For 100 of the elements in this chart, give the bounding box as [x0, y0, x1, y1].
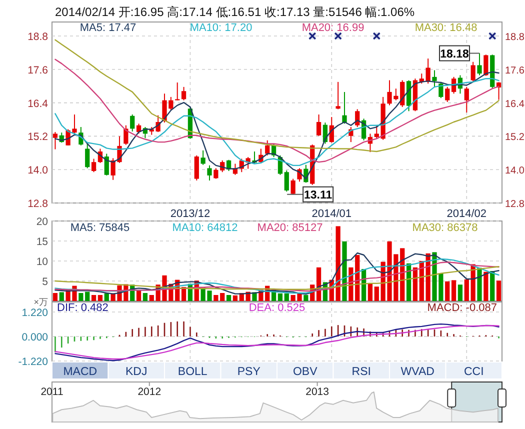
candlestick [426, 58, 430, 84]
series-label: MACD: -0.087 [427, 302, 497, 314]
y-tick-label: 16.4 [28, 98, 48, 110]
bar [496, 280, 502, 301]
candlestick [265, 140, 270, 156]
bar [78, 293, 84, 301]
text: MA10: 17.20 [190, 22, 252, 34]
candlestick [342, 91, 347, 124]
y-tick-label: -1.220 [18, 356, 48, 368]
text: MA20: 16.99 [302, 22, 364, 34]
line-series [54, 252, 500, 295]
x-tick-label: 2011 [40, 386, 64, 398]
y2-tick-label: 18.8 [505, 32, 525, 43]
annotation: 18.18 [440, 48, 470, 60]
candlestick [130, 114, 135, 132]
candlestick [464, 86, 469, 114]
text: MA30: 16.48 [414, 22, 478, 34]
bar [336, 226, 340, 301]
callout: 18.18 [439, 45, 480, 62]
text: WVAD [400, 366, 434, 378]
candlestick [200, 150, 206, 166]
chart-title: 2014/02/14 开:16.95 高:17.14 低:16.51 收:17.13 量:51546 幅:1.06% [55, 5, 415, 19]
line-series [54, 266, 500, 290]
y-tick-label: 0.000 [22, 332, 48, 344]
x-tick-label: 2014/02 [446, 208, 487, 220]
bar [98, 295, 103, 301]
candlestick [207, 164, 212, 181]
bar [136, 290, 142, 301]
y-tick-label: 5 [42, 276, 48, 288]
x-tick-label: 2014/01 [312, 208, 352, 220]
candlestick [470, 61, 476, 82]
candlestick [214, 168, 218, 180]
y2-tick-label: 14.0 [505, 166, 525, 177]
y2-tick-label: 15.2 [505, 132, 525, 144]
y-tick-label: 20 [36, 216, 48, 228]
bar [284, 293, 289, 301]
candlestick [400, 80, 405, 108]
bar [220, 293, 225, 301]
text: KDJ [126, 366, 148, 378]
y2-tick-label: 17.6 [505, 65, 525, 76]
candlestick [181, 86, 186, 101]
y2-tick-label: 12.8 [505, 199, 525, 210]
callout: 13.11 [286, 186, 334, 202]
candlestick [355, 108, 360, 128]
bar [149, 295, 154, 301]
candlestick [445, 86, 450, 102]
bar [374, 286, 379, 301]
candlestick [85, 143, 90, 169]
candlestick [336, 81, 340, 110]
bar [226, 295, 232, 301]
candlestick [432, 70, 437, 88]
bar [484, 272, 488, 301]
text: DEA: 0.525 [248, 302, 306, 314]
text: MA5: 75845 [70, 222, 130, 234]
y2-tick-label: 16.4 [505, 98, 525, 110]
y-tick-label: 14.0 [28, 164, 48, 177]
text: OBV [292, 366, 318, 378]
bar [477, 268, 482, 301]
text: CCI [464, 366, 484, 378]
bar [52, 293, 58, 301]
bar [104, 293, 109, 301]
bar [85, 292, 90, 301]
y-tick-label: 15 [36, 236, 48, 248]
candlestick [194, 154, 199, 181]
bar [91, 295, 96, 301]
text: PSY [237, 366, 261, 378]
text: MA30: 86378 [412, 222, 478, 234]
bar [445, 281, 450, 301]
bar [214, 295, 218, 301]
bar [278, 293, 283, 301]
text: MACD [63, 366, 98, 378]
y-tick-label: 15.2 [28, 131, 48, 144]
bar [368, 283, 373, 301]
candlestick [52, 132, 58, 150]
y-tick-label: 18.8 [28, 31, 48, 43]
candlestick [91, 158, 96, 173]
y-tick-label: 1.220 [22, 307, 48, 319]
text: BOLL [178, 366, 208, 378]
candlestick [484, 54, 488, 76]
candlestick [316, 114, 322, 136]
text: MA5: 17.47 [80, 22, 136, 34]
annotation: 13.11 [304, 189, 333, 202]
text: DIF: 0.482 [57, 302, 108, 314]
bar [412, 267, 418, 301]
bar [464, 279, 469, 301]
y-tick-label: 17.6 [28, 64, 48, 76]
x-tick-label: 2013 [306, 386, 330, 398]
text: MA20: 85127 [257, 222, 323, 234]
x-tick-label: 2012 [138, 386, 162, 398]
bar [451, 280, 456, 301]
text: MA10: 64812 [172, 222, 238, 234]
candlestick [284, 170, 289, 192]
y-axis-title: ×万 [34, 297, 48, 307]
candlestick [477, 52, 482, 76]
y-tick-label: 10 [36, 256, 48, 268]
bar [458, 284, 463, 301]
bar [304, 295, 308, 301]
candlestick [374, 124, 379, 140]
bar [232, 295, 238, 301]
bar [342, 241, 347, 301]
